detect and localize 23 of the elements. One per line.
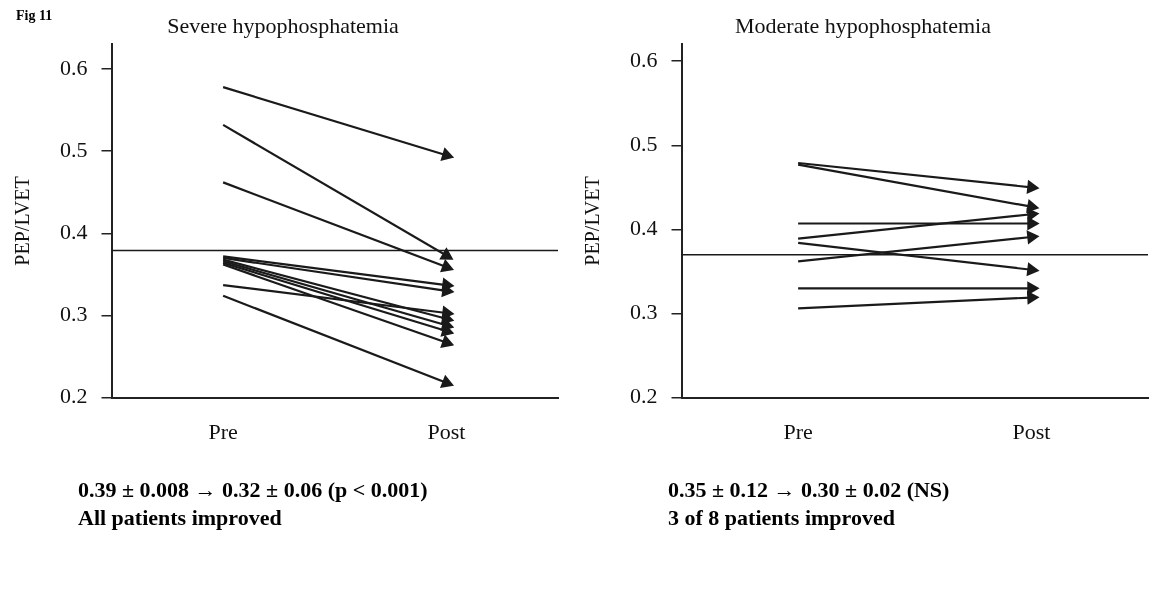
y-tick-label: 0.4 [630,215,658,241]
y-axis-title: PEP/LVET [11,176,34,266]
text: 3 of 8 patients improved [668,504,896,532]
y-axis-title: PEP/LVET [581,176,604,266]
chart-title: Moderate hypophosphatemia [735,12,992,38]
y-tick-label: 0.2 [60,383,88,409]
y-tick-label: 0.6 [630,47,658,72]
caption: Fig 11 [16,8,53,24]
x-tick-label: Pre [783,418,813,444]
y-tick-label: 0.4 [60,219,88,245]
text: All patients improved [78,504,283,532]
text: 0.35 ± 0.12 → 0.30 ± 0.02 (NS) [668,476,951,504]
chart-title: Severe hypophosphatemia [167,12,399,38]
text: 0.39 ± 0.008 → 0.32 ± 0.06 (p < 0.001) [78,476,429,504]
y-tick-label: 0.5 [60,136,88,162]
x-tick-label: Pre [208,418,238,444]
x-tick-label: Post [1012,418,1051,444]
y-tick-label: 0.3 [630,299,658,325]
y-tick-label: 0.5 [630,131,658,157]
y-tick-label: 0.2 [630,383,658,409]
y-tick-label: 0.6 [60,54,88,80]
x-tick-label: Post [427,418,466,444]
y-tick-label: 0.3 [60,301,88,327]
